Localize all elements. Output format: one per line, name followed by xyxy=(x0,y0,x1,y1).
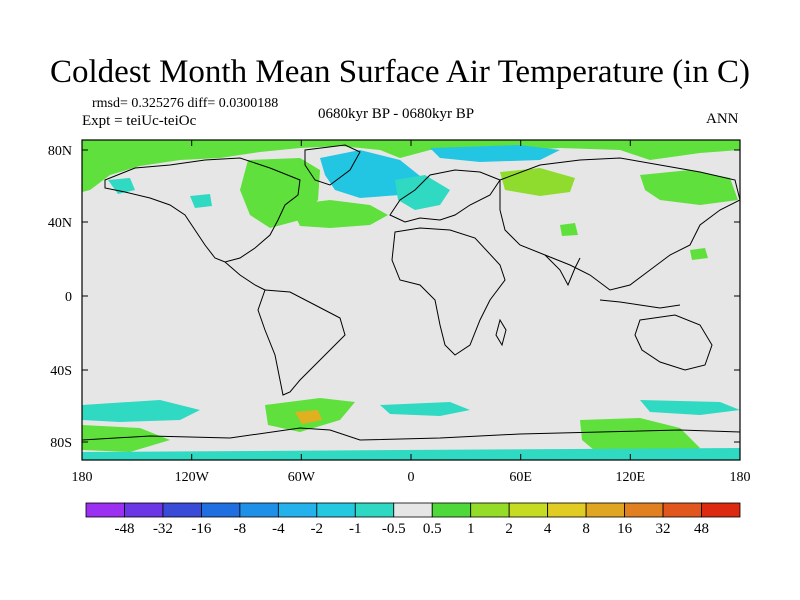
coastlines xyxy=(82,144,740,441)
lat-label-40n: 40N xyxy=(48,216,72,231)
colorbar-label: 0.5 xyxy=(423,521,442,537)
colorbar-label: -16 xyxy=(191,521,211,537)
period-label: 0680kyr BP - 0680kyr BP xyxy=(318,106,475,122)
colorbar-label: 4 xyxy=(544,521,552,537)
latitude-axis: 80N 40N 0 40S 80S xyxy=(48,144,740,451)
lon-label-0: 0 xyxy=(408,470,415,485)
lon-label-120e: 120E xyxy=(616,470,646,485)
colorbar-swatch xyxy=(162,502,202,518)
colorbar-label: -0.5 xyxy=(382,521,406,537)
colorbar-label: -32 xyxy=(153,521,173,537)
plot-title: Coldest Month Mean Surface Air Temperatu… xyxy=(50,54,750,90)
arctic-anomaly-green xyxy=(82,140,740,192)
colorbar-swatch xyxy=(277,502,318,518)
australia-coast xyxy=(634,314,713,371)
north-atlantic-anomaly-cyan xyxy=(320,150,420,198)
colorbar-swatch xyxy=(701,502,741,518)
colorbar-label: 8 xyxy=(582,521,590,537)
experiment-label: Expt = teiUc-teiOc xyxy=(82,113,197,129)
indonesia-coast xyxy=(599,299,681,309)
colorbar-swatch xyxy=(624,502,664,518)
scandinavia-anomaly-teal xyxy=(395,175,450,210)
lat-label-80s: 80S xyxy=(50,436,72,451)
india-coast xyxy=(544,254,581,287)
asia-coast xyxy=(499,157,740,291)
southern-ocean-anomaly-teal xyxy=(82,400,200,422)
eurasia-anomaly-green xyxy=(500,168,575,196)
lon-label-180w: 180 xyxy=(72,470,93,485)
central-america-coast xyxy=(224,261,266,291)
colorbar-label: -8 xyxy=(234,521,247,537)
colorbar-swatch xyxy=(547,502,587,518)
southern-ocean-anomaly-teal-2 xyxy=(380,402,470,416)
longitude-axis: 180 120W 60W 0 60E 120E 180 xyxy=(72,140,751,485)
southern-ocean-anomaly-green xyxy=(82,425,170,452)
greenland-coast xyxy=(304,144,361,186)
colorbar-label: 48 xyxy=(694,521,709,537)
small-anomaly-teal-1 xyxy=(108,178,135,194)
colorbar-swatch xyxy=(201,502,241,518)
lon-label-120w: 120W xyxy=(175,470,210,485)
small-anomaly-green-4 xyxy=(690,248,708,260)
colorbar-swatch xyxy=(354,502,395,518)
colorbar-label: -2 xyxy=(311,521,324,537)
colorbar-swatch xyxy=(662,502,702,518)
small-anomaly-green-3 xyxy=(560,223,578,236)
europe-coast xyxy=(389,169,501,223)
colorbar-label: -1 xyxy=(349,521,362,537)
colorbar-label: 1 xyxy=(467,521,475,537)
antarctica-coast xyxy=(82,427,740,441)
colorbar-swatch xyxy=(393,502,433,518)
lon-label-60e: 60E xyxy=(509,470,532,485)
stats-text: rmsd= 0.325276 diff= 0.0300188 xyxy=(92,96,279,111)
arctic-anomaly-cyan xyxy=(430,145,560,162)
colorbar-swatch xyxy=(431,502,472,518)
season-label: ANN xyxy=(706,111,739,127)
colorbar-swatch xyxy=(470,502,510,518)
colorbar-label: -48 xyxy=(114,521,134,537)
lat-label-40s: 40S xyxy=(50,364,72,379)
lat-label-80n: 80N xyxy=(48,144,72,159)
small-anomaly-teal-2 xyxy=(190,194,212,208)
lon-label-180e: 180 xyxy=(730,470,751,485)
north-america-coast xyxy=(104,157,301,263)
colorbar-swatch xyxy=(316,502,356,518)
lon-label-60w: 60W xyxy=(288,470,316,485)
colorbar-label: 2 xyxy=(505,521,513,537)
madagascar-coast xyxy=(495,318,507,347)
asia-anomaly-green xyxy=(640,170,738,205)
colorbar-swatch xyxy=(508,502,549,518)
southern-ocean-anomaly-teal-3 xyxy=(640,400,740,415)
south-america-coast xyxy=(257,289,346,396)
atlantic-anomaly-green xyxy=(290,200,388,228)
colorbar-swatch xyxy=(585,502,625,518)
colorbar-labels: -48 -32 -16 -8 -4 -2 -1 -0.5 0.5 1 2 4 8 16 32 48 xyxy=(114,521,709,537)
africa-coast xyxy=(391,227,506,356)
east-antarctica-anomaly-green xyxy=(580,418,700,458)
colorbar-label: 16 xyxy=(617,521,633,537)
colorbar-swatch xyxy=(85,502,125,518)
colorbar-label: 32 xyxy=(656,521,671,537)
lat-label-0: 0 xyxy=(65,290,72,305)
colorbar xyxy=(85,502,741,518)
colorbar-swatch xyxy=(124,502,164,518)
anomaly-fields xyxy=(82,140,740,460)
colorbar-label: -4 xyxy=(272,521,285,537)
colorbar-swatch xyxy=(239,502,279,518)
antarctic-peninsula-anomaly-orange xyxy=(295,410,322,424)
